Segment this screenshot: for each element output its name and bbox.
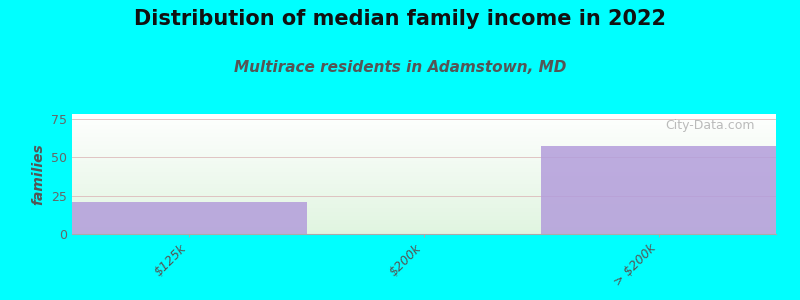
Text: Multirace residents in Adamstown, MD: Multirace residents in Adamstown, MD xyxy=(234,60,566,75)
Text: Distribution of median family income in 2022: Distribution of median family income in … xyxy=(134,9,666,29)
Text: City-Data.com: City-Data.com xyxy=(666,119,755,132)
Bar xyxy=(542,146,776,234)
Y-axis label: families: families xyxy=(31,143,46,205)
Bar xyxy=(72,202,306,234)
